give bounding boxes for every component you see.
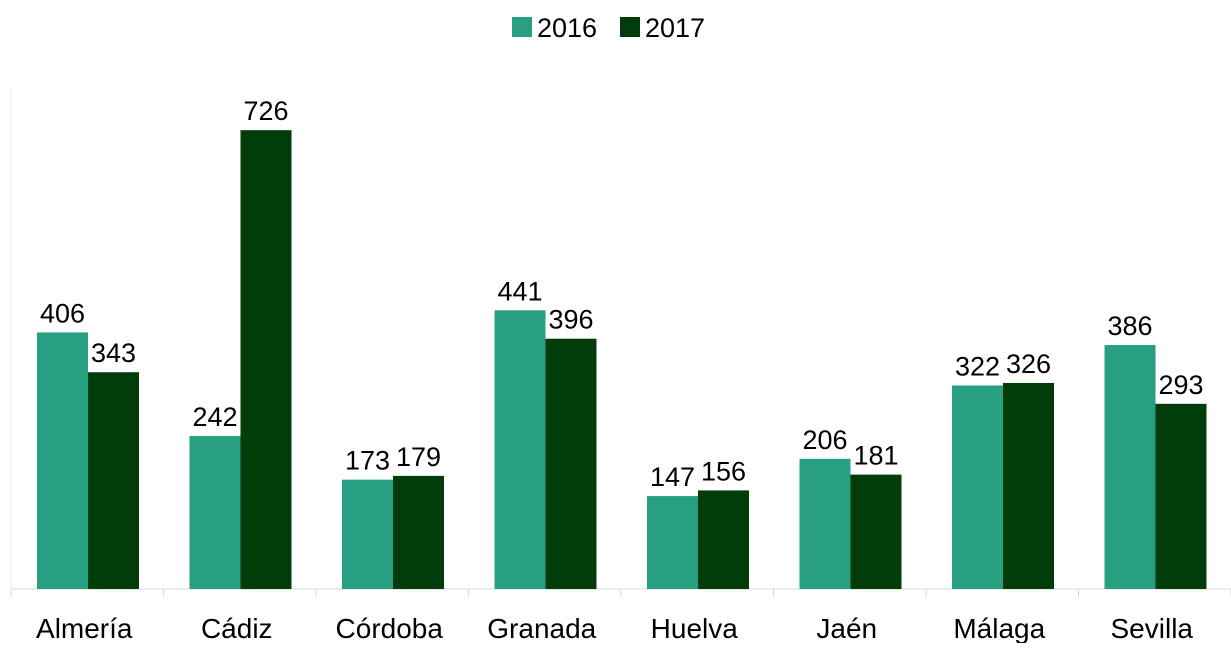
x-tick-label-jaén: Jaén xyxy=(816,613,877,643)
data-label-2017-cádiz: 726 xyxy=(243,96,288,126)
data-label-2016-sevilla: 386 xyxy=(1107,311,1152,341)
x-tick-label-sevilla: Sevilla xyxy=(1111,613,1194,643)
data-label-2017-córdoba: 179 xyxy=(396,442,441,472)
data-label-2016-málaga: 322 xyxy=(955,351,1000,381)
data-label-2016-jaén: 206 xyxy=(802,425,847,455)
data-label-2016-huelva: 147 xyxy=(650,462,695,492)
data-label-2017-málaga: 326 xyxy=(1006,349,1051,379)
legend-swatch-2016 xyxy=(512,17,532,37)
bar-2016-málaga xyxy=(952,385,1003,589)
data-label-2017-sevilla: 293 xyxy=(1158,370,1203,400)
x-tick-label-huelva: Huelva xyxy=(651,613,739,643)
legend-label-2017: 2017 xyxy=(645,13,705,43)
data-label-2016-córdoba: 173 xyxy=(345,446,390,476)
bar-2016-huelva xyxy=(647,496,698,589)
bar-2016-almería xyxy=(37,332,88,589)
bar-2016-sevilla xyxy=(1104,345,1156,589)
legend-swatch-2017 xyxy=(620,17,640,37)
bar-2017-málaga xyxy=(1003,382,1054,589)
x-tick-label-córdoba: Córdoba xyxy=(336,613,444,643)
bar-2016-granada xyxy=(494,310,546,589)
x-tick-label-granada: Granada xyxy=(487,613,596,643)
bar-2017-granada xyxy=(545,338,597,589)
data-label-2017-almería: 343 xyxy=(91,338,136,368)
legend: 2016 2017 xyxy=(512,13,705,43)
bar-2016-jaén xyxy=(799,458,851,589)
bar-2017-sevilla xyxy=(1155,403,1207,589)
data-label-2017-granada: 396 xyxy=(548,305,593,335)
data-label-2016-cádiz: 242 xyxy=(192,402,237,432)
legend-label-2016: 2016 xyxy=(537,13,597,43)
x-tick-label-almería: Almería xyxy=(36,613,133,643)
bar-2016-cádiz xyxy=(189,436,241,589)
data-label-2017-jaén: 181 xyxy=(853,441,898,471)
data-label-2016-almería: 406 xyxy=(40,298,85,328)
x-axis-ticks: Almería Cádiz Córdoba Granada Huelva Jaén Mála… xyxy=(36,613,1194,644)
bar-2017-jaén xyxy=(850,474,902,589)
data-label-2017-huelva: 156 xyxy=(701,456,746,486)
bar-2016-córdoba xyxy=(342,479,393,589)
x-tick-label-málaga: Málaga xyxy=(953,613,1045,643)
bar-2017-huelva xyxy=(698,490,749,589)
bar-2017-córdoba xyxy=(393,475,444,589)
data-label-2016-granada: 441 xyxy=(497,276,542,306)
bar-2017-almería xyxy=(88,372,139,589)
bar-2017-cádiz xyxy=(240,130,292,589)
bars xyxy=(37,130,1207,589)
x-tick-label-cádiz: Cádiz xyxy=(201,613,273,643)
